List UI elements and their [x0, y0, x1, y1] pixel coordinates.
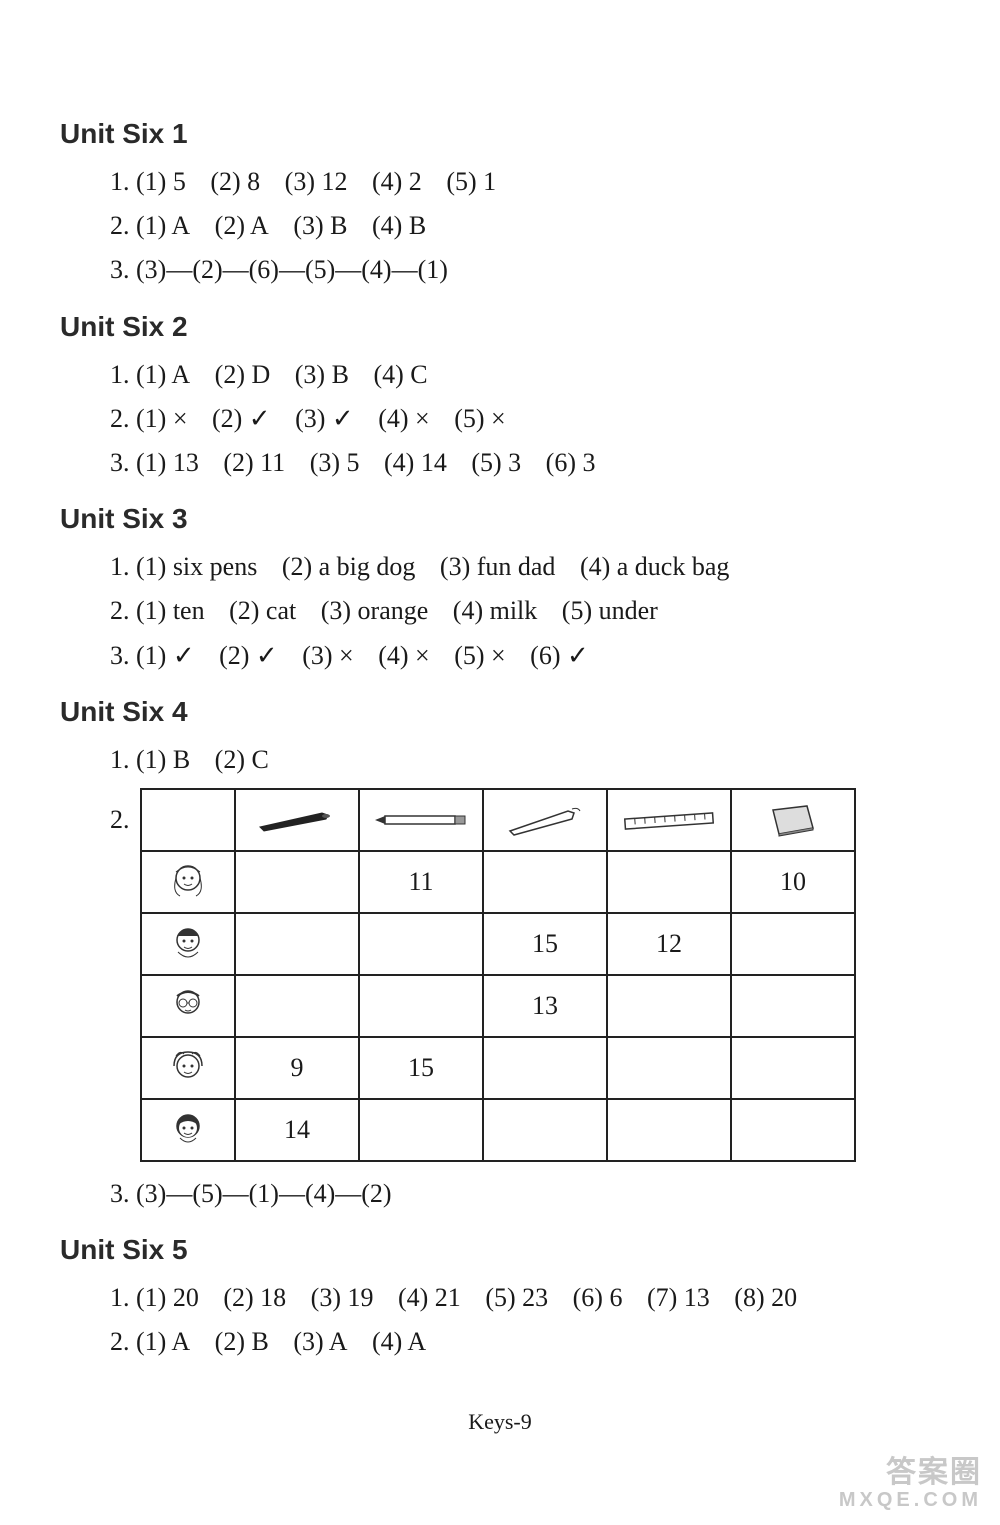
answer-row: 1. (1) B (2) C — [110, 738, 940, 782]
table-cell — [483, 1099, 607, 1161]
table-cell — [483, 851, 607, 913]
table-cell — [731, 913, 855, 975]
table-row: 13 — [141, 975, 855, 1037]
section-title: Unit Six 5 — [60, 1234, 940, 1266]
table-cell — [607, 1037, 731, 1099]
table-cell: 15 — [359, 1037, 483, 1099]
watermark-line2: MXQE.COM — [839, 1489, 982, 1511]
answer-row: 2. (1) A (2) A (3) B (4) B — [110, 204, 940, 248]
table-header-blank — [141, 789, 235, 851]
answer-block: 1. (1) 5 (2) 8 (3) 12 (4) 2 (5) 1 2. (1)… — [110, 160, 940, 293]
table-cell — [359, 1099, 483, 1161]
table-cell — [359, 975, 483, 1037]
answer-row: 1. (1) A (2) D (3) B (4) C — [110, 353, 940, 397]
table-row: 11 10 — [141, 851, 855, 913]
pen-icon — [235, 789, 359, 851]
answer-row: 1. (1) 5 (2) 8 (3) 12 (4) 2 (5) 1 — [110, 160, 940, 204]
table-cell — [731, 1037, 855, 1099]
table-cell: 13 — [483, 975, 607, 1037]
watermark: 答案圈 MXQE.COM — [839, 1456, 982, 1511]
table-cell: 10 — [731, 851, 855, 913]
answer-block: 1. (1) 20 (2) 18 (3) 19 (4) 21 (5) 23 (6… — [110, 1276, 940, 1364]
ruler-icon — [607, 789, 731, 851]
table-cell — [235, 913, 359, 975]
page-footer: Keys-9 — [0, 1409, 1000, 1435]
answer-block: 1. (1) six pens (2) a big dog (3) fun da… — [110, 545, 940, 678]
watermark-line1: 答案圈 — [839, 1456, 982, 1489]
table-cell — [483, 1037, 607, 1099]
girl-1-icon — [141, 851, 235, 913]
table-row: 9 15 — [141, 1037, 855, 1099]
section-unit6-3: Unit Six 3 1. (1) six pens (2) a big dog… — [60, 503, 940, 678]
table-cell — [607, 851, 731, 913]
boy-1-icon — [141, 913, 235, 975]
section-title: Unit Six 2 — [60, 311, 940, 343]
answer-row: 3. (1) 13 (2) 11 (3) 5 (4) 14 (5) 3 (6) … — [110, 441, 940, 485]
answer-row: 3. (3)—(5)—(1)—(4)—(2) — [110, 1172, 940, 1216]
table-cell — [359, 913, 483, 975]
answer-row: 3. (1) ✓ (2) ✓ (3) × (4) × (5) × (6) ✓ — [110, 634, 940, 678]
table-cell — [607, 1099, 731, 1161]
answer-row: 2. (1) × (2) ✓ (3) ✓ (4) × (5) × — [110, 397, 940, 441]
section-title: Unit Six 1 — [60, 118, 940, 150]
worksheet-page: Unit Six 1 1. (1) 5 (2) 8 (3) 12 (4) 2 (… — [0, 0, 1000, 1525]
table-cell: 15 — [483, 913, 607, 975]
table-cell: 12 — [607, 913, 731, 975]
table-cell — [607, 975, 731, 1037]
answer-row: 1. (1) 20 (2) 18 (3) 19 (4) 21 (5) 23 (6… — [110, 1276, 940, 1320]
section-unit6-4: Unit Six 4 1. (1) B (2) C 2. — [60, 696, 940, 1216]
table-cell: 14 — [235, 1099, 359, 1161]
answer-row: 2. (1) ten (2) cat (3) orange (4) milk (… — [110, 589, 940, 633]
table-row: 14 — [141, 1099, 855, 1161]
table-header-row — [141, 789, 855, 851]
answer-row: 2. (1) A (2) B (3) A (4) A — [110, 1320, 940, 1364]
table-cell — [235, 975, 359, 1037]
answer-block: 1. (1) A (2) D (3) B (4) C 2. (1) × (2) … — [110, 353, 940, 486]
table-row: 15 12 — [141, 913, 855, 975]
boy-3-icon — [141, 1099, 235, 1161]
answer-row: 3. (3)—(2)—(6)—(5)—(4)—(1) — [110, 248, 940, 292]
table-cell — [731, 975, 855, 1037]
boy-2-icon — [141, 975, 235, 1037]
table-cell — [731, 1099, 855, 1161]
section-unit6-1: Unit Six 1 1. (1) 5 (2) 8 (3) 12 (4) 2 (… — [60, 118, 940, 293]
table-cell: 11 — [359, 851, 483, 913]
answer-table: 11 10 15 12 — [140, 788, 856, 1162]
section-title: Unit Six 4 — [60, 696, 940, 728]
girl-2-icon — [141, 1037, 235, 1099]
answer-block: 1. (1) B (2) C 2. — [110, 738, 940, 1216]
table-cell: 9 — [235, 1037, 359, 1099]
answer-row: 1. (1) six pens (2) a big dog (3) fun da… — [110, 545, 940, 589]
book-icon — [731, 789, 855, 851]
section-unit6-2: Unit Six 2 1. (1) A (2) D (3) B (4) C 2.… — [60, 311, 940, 486]
table-cell — [235, 851, 359, 913]
table-wrapper: 2. — [110, 782, 940, 1172]
pencil-icon — [359, 789, 483, 851]
crayon-icon — [483, 789, 607, 851]
section-unit6-5: Unit Six 5 1. (1) 20 (2) 18 (3) 19 (4) 2… — [60, 1234, 940, 1364]
question-number: 2. — [110, 782, 140, 842]
section-title: Unit Six 3 — [60, 503, 940, 535]
